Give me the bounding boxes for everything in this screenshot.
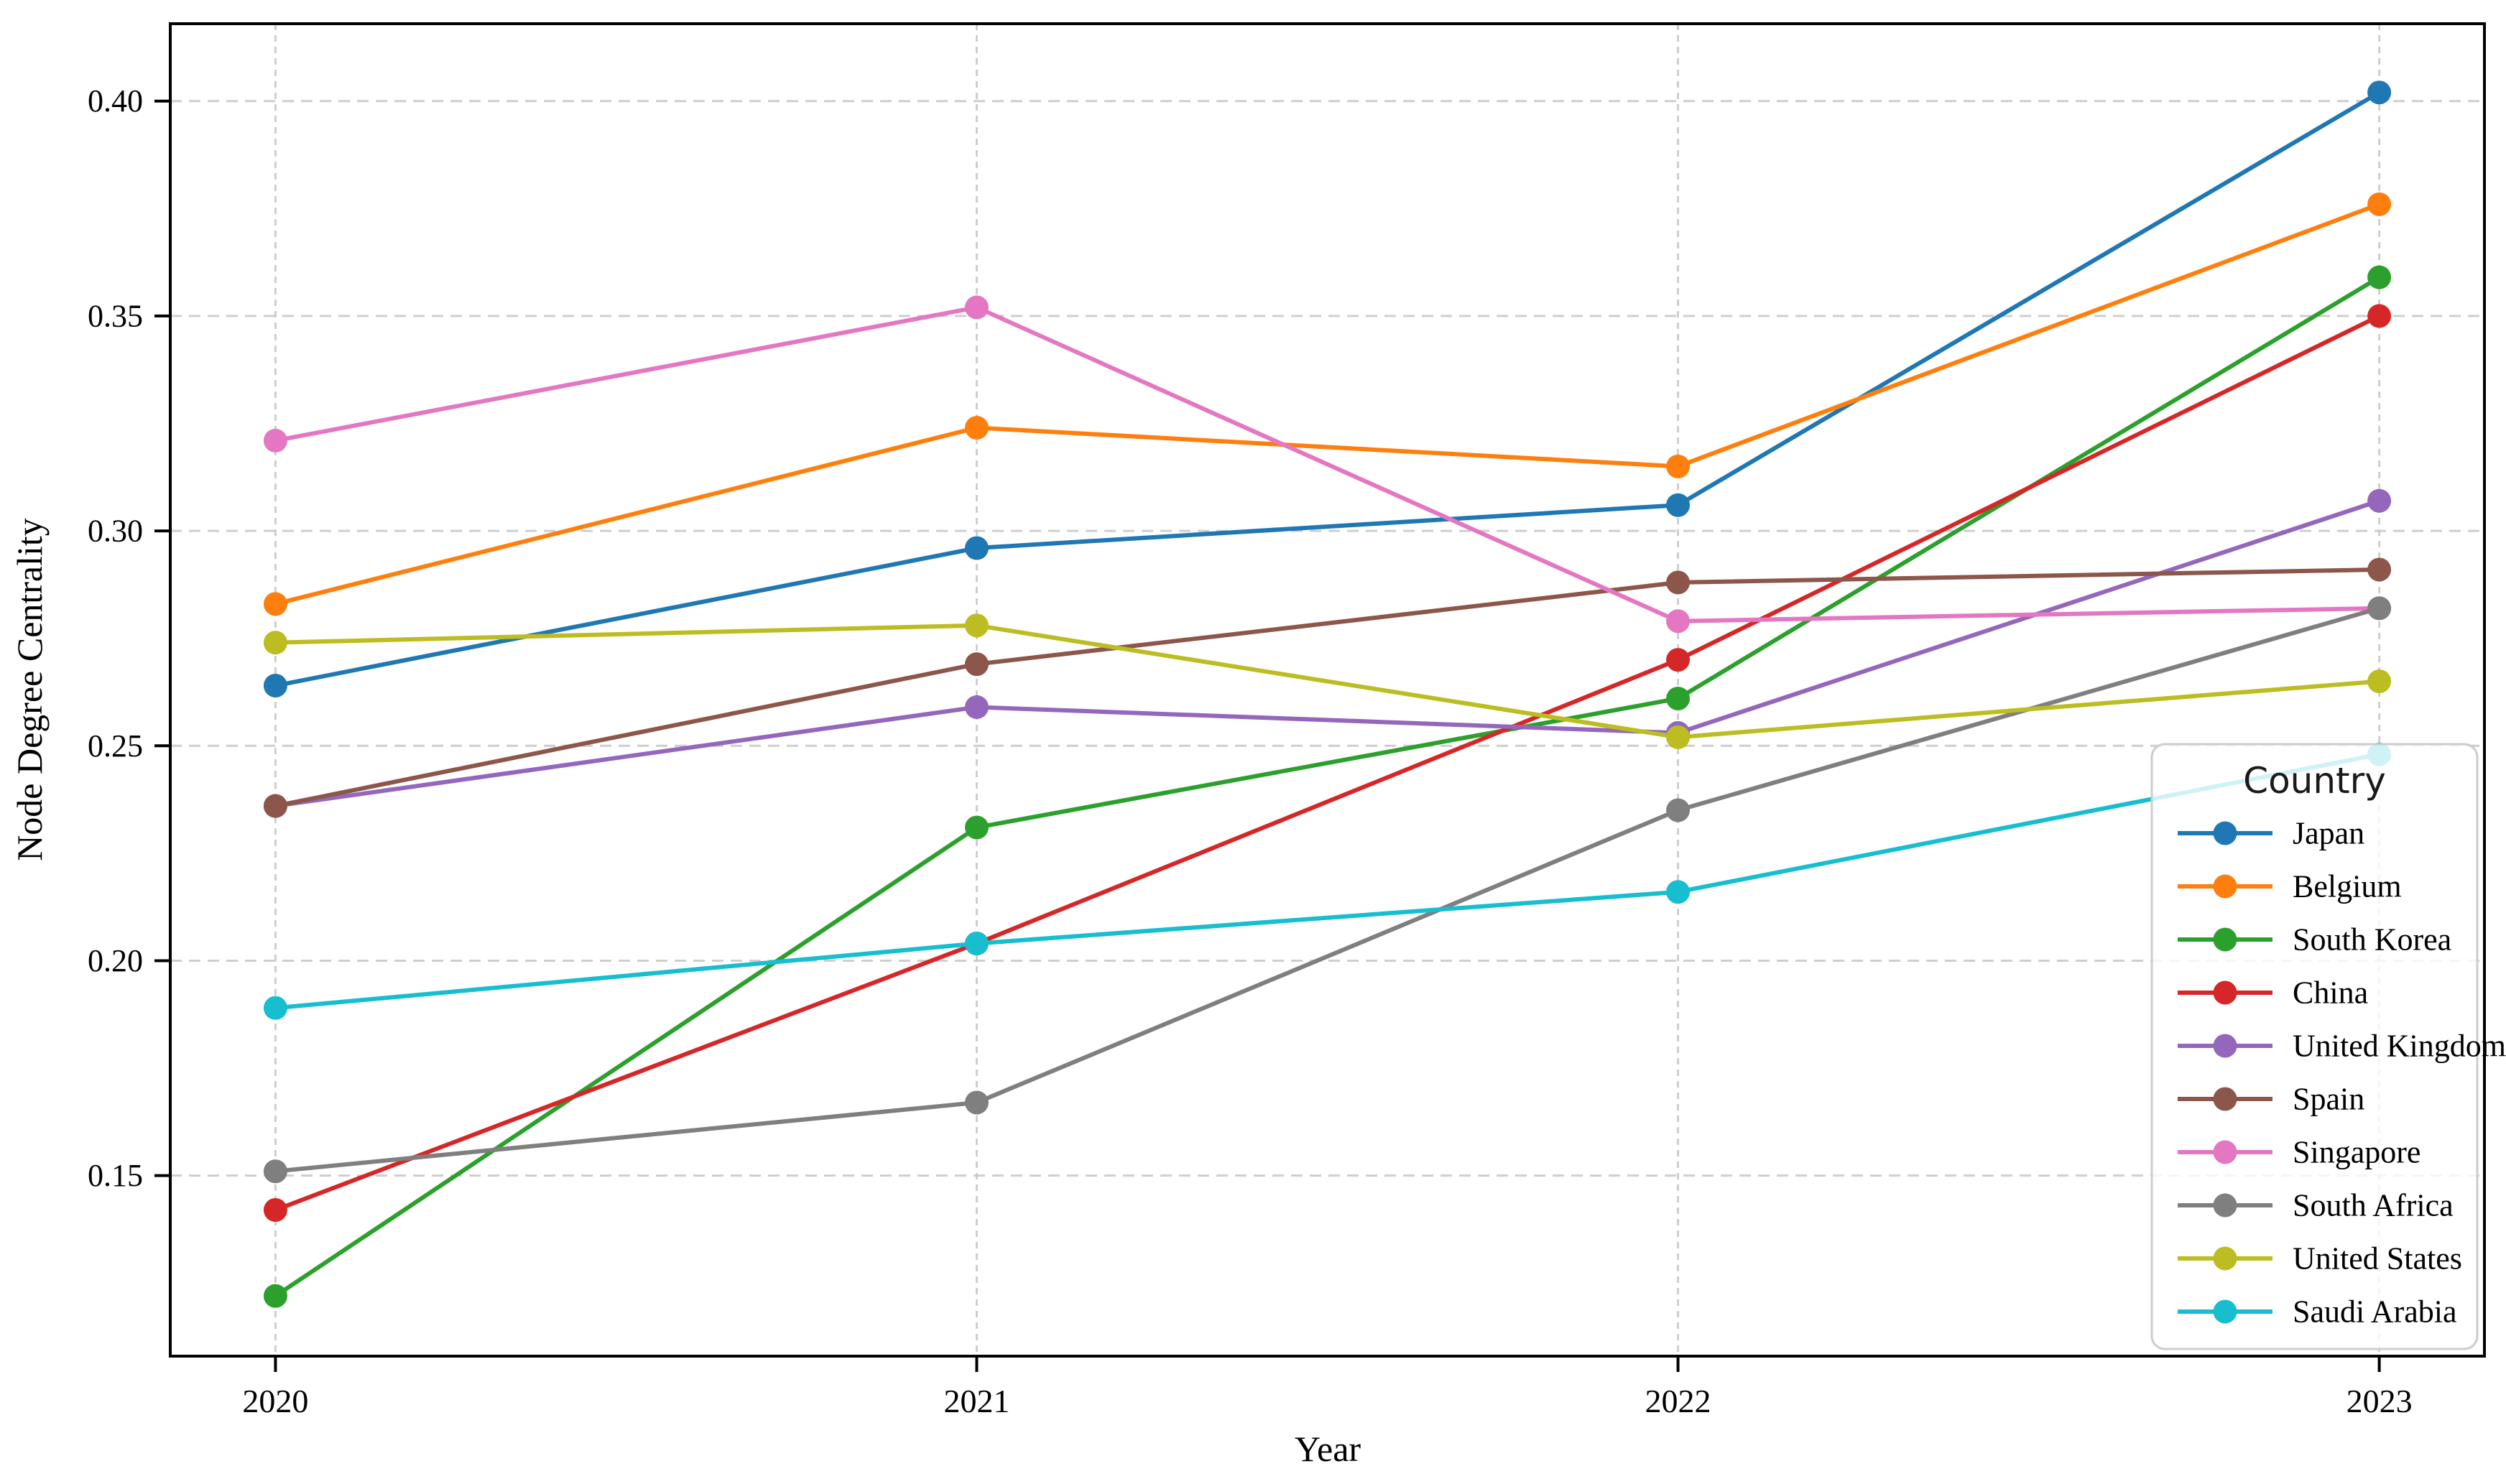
series-marker-united-states-2021 xyxy=(964,613,989,638)
legend-item-south-africa: South Africa xyxy=(2178,1188,2454,1223)
y-tick-label: 0.40 xyxy=(88,83,143,119)
series-marker-saudi-arabia-2022 xyxy=(1666,880,1691,904)
y-axis-label: Node Degree Centrality xyxy=(9,518,50,861)
series-marker-singapore-2021 xyxy=(964,295,989,320)
legend-label-japan: Japan xyxy=(2293,816,2364,851)
x-axis-label: Year xyxy=(1295,1429,1361,1469)
legend-marker-spain xyxy=(2213,1087,2237,1111)
y-tick-label: 0.25 xyxy=(88,728,143,764)
legend-marker-united-kingdom xyxy=(2213,1034,2237,1058)
series-line-japan xyxy=(273,90,2382,688)
legend-item-china: China xyxy=(2178,975,2368,1011)
legend-label-united-states: United States xyxy=(2293,1241,2462,1276)
series-line-united-kingdom xyxy=(273,498,2382,809)
series-marker-south-africa-2020 xyxy=(263,1159,287,1184)
legend-label-belgium: Belgium xyxy=(2293,869,2402,904)
x-tick-label: 2021 xyxy=(943,1383,1009,1419)
legend-label-singapore: Singapore xyxy=(2293,1135,2421,1170)
series-marker-south-korea-2023 xyxy=(2367,265,2392,289)
series-marker-south-africa-2022 xyxy=(1666,798,1691,822)
legend-marker-south-africa xyxy=(2213,1193,2237,1218)
series-marker-singapore-2022 xyxy=(1666,609,1691,634)
series-marker-china-2020 xyxy=(263,1198,287,1223)
series-marker-japan-2022 xyxy=(1666,493,1691,517)
legend-item-singapore: Singapore xyxy=(2178,1135,2421,1170)
y-tick-label: 0.20 xyxy=(88,943,143,978)
series-marker-united-kingdom-2023 xyxy=(2367,488,2392,513)
series-marker-china-2022 xyxy=(1666,648,1691,672)
series-line-china xyxy=(273,313,2382,1212)
series-marker-spain-2022 xyxy=(1666,570,1691,595)
series-line-united-states xyxy=(273,623,2382,740)
legend-label-south-korea: South Korea xyxy=(2293,922,2451,957)
series-marker-united-states-2022 xyxy=(1666,725,1691,749)
y-tick-label: 0.15 xyxy=(88,1158,143,1193)
legend-item-south-korea: South Korea xyxy=(2178,922,2451,957)
series-line-spain xyxy=(273,567,2382,809)
series-marker-spain-2021 xyxy=(964,652,989,677)
series-marker-saudi-arabia-2020 xyxy=(263,996,287,1020)
legend-item-united-kingdom: United Kingdom xyxy=(2178,1029,2506,1064)
series-marker-south-korea-2021 xyxy=(964,815,989,840)
series-marker-south-korea-2022 xyxy=(1666,686,1691,710)
series-marker-belgium-2021 xyxy=(964,415,989,440)
series-marker-saudi-arabia-2021 xyxy=(964,932,989,956)
series-marker-united-states-2023 xyxy=(2367,669,2392,694)
legend-marker-belgium xyxy=(2213,874,2237,899)
series-layer xyxy=(263,80,2392,1308)
legend-item-spain: Spain xyxy=(2178,1082,2364,1117)
plot-border xyxy=(169,22,2486,1358)
series-line-south-korea xyxy=(273,275,2382,1299)
x-tick-label: 2023 xyxy=(2347,1383,2413,1419)
series-marker-south-korea-2020 xyxy=(263,1284,287,1308)
legend-item-saudi-arabia: Saudi Arabia xyxy=(2178,1294,2457,1330)
series-marker-singapore-2020 xyxy=(263,428,287,453)
legend-label-china: China xyxy=(2293,975,2368,1011)
grid-layer xyxy=(170,24,2484,1356)
series-marker-china-2023 xyxy=(2367,304,2392,328)
series-marker-united-states-2020 xyxy=(263,631,287,655)
legend-marker-south-korea xyxy=(2213,927,2237,952)
legend-item-united-states: United States xyxy=(2178,1241,2462,1276)
legend-marker-united-states xyxy=(2213,1246,2237,1271)
series-marker-japan-2020 xyxy=(263,674,287,698)
series-marker-belgium-2022 xyxy=(1666,454,1691,478)
x-tick-label: 2022 xyxy=(1645,1383,1711,1419)
series-line-singapore xyxy=(273,305,2382,623)
y-tick-label: 0.35 xyxy=(88,298,143,333)
series-line-belgium xyxy=(273,202,2382,606)
series-marker-united-kingdom-2021 xyxy=(964,695,989,719)
series-marker-belgium-2020 xyxy=(263,592,287,616)
x-tick-label: 2020 xyxy=(242,1383,308,1419)
series-line-saudi-arabia xyxy=(273,752,2382,1011)
legend-marker-japan xyxy=(2213,821,2237,845)
series-marker-japan-2023 xyxy=(2367,80,2392,105)
series-marker-spain-2020 xyxy=(263,794,287,818)
legend: Country Japan Belgium South Korea China Unite… xyxy=(2150,743,2506,1350)
series-marker-belgium-2023 xyxy=(2367,192,2392,216)
series-marker-south-africa-2023 xyxy=(2367,596,2392,621)
legend-item-japan: Japan xyxy=(2178,816,2364,851)
legend-label-spain: Spain xyxy=(2293,1082,2364,1117)
legend-title: Country xyxy=(2243,760,2386,802)
legend-marker-china xyxy=(2213,980,2237,1005)
series-marker-spain-2023 xyxy=(2367,557,2392,582)
legend-label-united-kingdom: United Kingdom xyxy=(2293,1029,2506,1064)
legend-marker-singapore xyxy=(2213,1140,2237,1164)
legend-marker-saudi-arabia xyxy=(2213,1299,2237,1324)
series-marker-south-africa-2021 xyxy=(964,1090,989,1115)
legend-label-saudi-arabia: Saudi Arabia xyxy=(2293,1294,2457,1330)
legend-item-belgium: Belgium xyxy=(2178,869,2402,904)
tick-layer: 0.15 0.20 0.25 0.30 0.35 0.40 2020 2021 2022 2023 xyxy=(88,83,2413,1419)
series-marker-japan-2021 xyxy=(964,536,989,560)
y-tick-label: 0.30 xyxy=(88,514,143,549)
legend-label-south-africa: South Africa xyxy=(2293,1188,2454,1223)
